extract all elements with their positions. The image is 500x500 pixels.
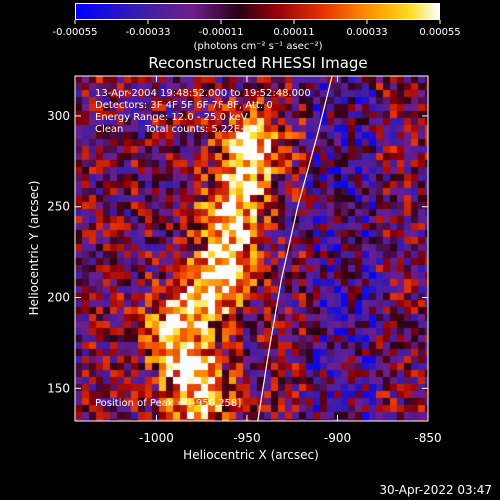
annotation-counts: Total counts: 5.22E+03	[144, 124, 261, 135]
plot-border	[74, 75, 429, 422]
y-tick-label: 250	[47, 200, 70, 214]
colorbar-unit: (photons cm⁻² s⁻¹ asec⁻²)	[193, 41, 322, 52]
y-axis-label: Heliocentric Y (arcsec)	[27, 181, 41, 316]
timestamp: 30-Apr-2022 03:47	[379, 483, 492, 497]
colorbar-tick-label: -0.00055	[53, 27, 98, 38]
colorbar-tick-label: 0.00033	[346, 27, 387, 38]
y-tick-label: 150	[47, 381, 70, 395]
colorbar	[75, 3, 440, 20]
colorbar-tick-label: -0.00033	[126, 27, 171, 38]
plot-overlay	[257, 75, 333, 422]
annotation-peak: Position of Peak = [-950,258]	[95, 398, 241, 409]
x-tick-label: -1000	[139, 431, 174, 445]
annotation-clean: Clean	[95, 124, 123, 135]
colorbar-tick-labels: -0.00055 -0.00033 -0.00011 0.00011 0.00033 0.…	[53, 27, 461, 38]
chart-title: Reconstructed RHESSI Image	[148, 54, 367, 72]
y-axis-ticks: 150 200 250 300	[47, 109, 428, 395]
annotation-detectors: Detectors: 3F 4F 5F 6F 7F 8F, Att: 0	[95, 100, 273, 111]
x-tick-label: -900	[324, 431, 351, 445]
heatmap-image	[75, 76, 428, 421]
colorbar-tick-label: -0.00011	[199, 27, 244, 38]
colorbar-ticks	[74, 20, 441, 24]
x-tick-label: -950	[233, 431, 260, 445]
solar-limb-curve	[257, 75, 333, 422]
colorbar-tick-label: 0.00055	[419, 27, 460, 38]
x-axis-label: Heliocentric X (arcsec)	[183, 448, 319, 462]
x-tick-label: -850	[414, 431, 441, 445]
x-axis-ticks: -1000 -950 -900 -850	[139, 76, 442, 445]
y-tick-label: 300	[47, 109, 70, 123]
annotation-energy: Energy Range: 12.0 - 25.0 keV	[95, 112, 248, 123]
y-tick-label: 200	[47, 291, 70, 305]
colorbar-tick-label: 0.00011	[273, 27, 314, 38]
annotation-time: 13-Apr-2004 19:48:52.000 to 19:52:48.000	[95, 88, 311, 99]
